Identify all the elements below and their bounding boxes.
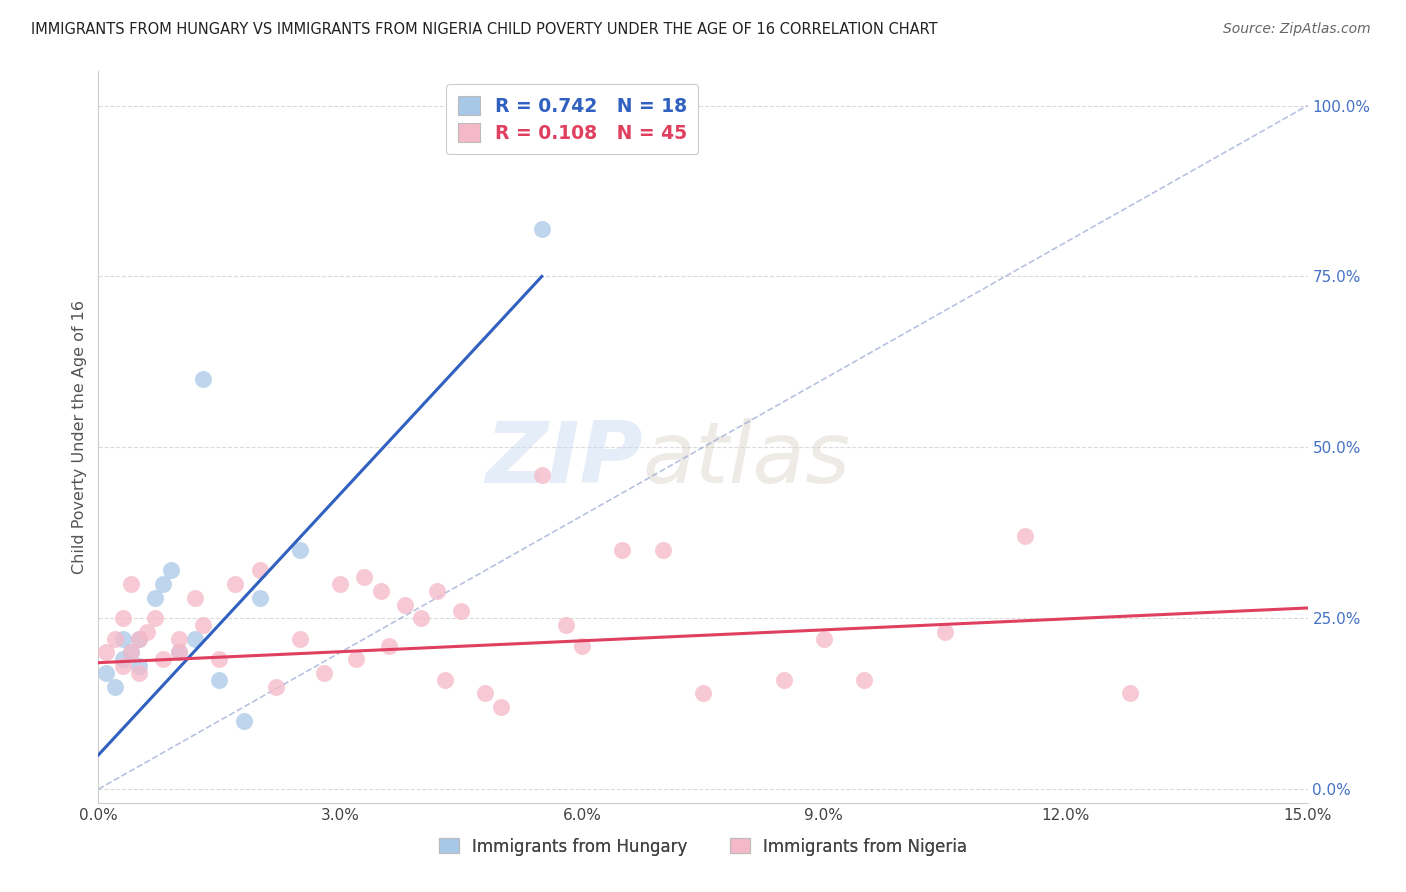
Point	[160, 563, 183, 577]
Point	[128, 632, 150, 646]
Point	[167, 645, 190, 659]
Point	[249, 563, 271, 577]
Point	[193, 618, 215, 632]
Point	[377, 639, 399, 653]
Point	[128, 665, 150, 680]
Point	[571, 639, 593, 653]
Text: ZIP: ZIP	[485, 417, 643, 500]
Point	[813, 632, 835, 646]
Point	[651, 542, 673, 557]
Point	[434, 673, 457, 687]
Point	[394, 598, 416, 612]
Point	[353, 570, 375, 584]
Point	[152, 577, 174, 591]
Point	[128, 632, 150, 646]
Point	[426, 583, 449, 598]
Point	[772, 673, 794, 687]
Point	[208, 652, 231, 666]
Point	[143, 611, 166, 625]
Point	[111, 659, 134, 673]
Point	[1119, 686, 1142, 700]
Point	[409, 611, 432, 625]
Point	[491, 700, 513, 714]
Point	[184, 632, 207, 646]
Point	[232, 714, 254, 728]
Point	[167, 645, 190, 659]
Point	[184, 591, 207, 605]
Point	[612, 542, 634, 557]
Point	[370, 583, 392, 598]
Point	[111, 652, 134, 666]
Y-axis label: Child Poverty Under the Age of 16: Child Poverty Under the Age of 16	[72, 300, 87, 574]
Point	[474, 686, 496, 700]
Point	[103, 680, 125, 694]
Point	[208, 673, 231, 687]
Legend: Immigrants from Hungary, Immigrants from Nigeria: Immigrants from Hungary, Immigrants from…	[430, 830, 976, 864]
Point	[111, 611, 134, 625]
Point	[934, 624, 956, 639]
Point	[167, 632, 190, 646]
Point	[128, 659, 150, 673]
Point	[264, 680, 287, 694]
Point	[120, 645, 142, 659]
Point	[344, 652, 367, 666]
Point	[249, 591, 271, 605]
Point	[530, 467, 553, 482]
Point	[288, 632, 311, 646]
Point	[1014, 529, 1036, 543]
Point	[143, 591, 166, 605]
Point	[96, 645, 118, 659]
Point	[288, 542, 311, 557]
Point	[555, 618, 578, 632]
Point	[314, 665, 336, 680]
Point	[111, 632, 134, 646]
Text: atlas: atlas	[643, 417, 851, 500]
Text: Source: ZipAtlas.com: Source: ZipAtlas.com	[1223, 22, 1371, 37]
Point	[96, 665, 118, 680]
Point	[450, 604, 472, 618]
Point	[120, 645, 142, 659]
Point	[692, 686, 714, 700]
Point	[152, 652, 174, 666]
Point	[193, 372, 215, 386]
Point	[329, 577, 352, 591]
Point	[120, 577, 142, 591]
Point	[530, 221, 553, 235]
Point	[853, 673, 876, 687]
Point	[224, 577, 246, 591]
Text: IMMIGRANTS FROM HUNGARY VS IMMIGRANTS FROM NIGERIA CHILD POVERTY UNDER THE AGE O: IMMIGRANTS FROM HUNGARY VS IMMIGRANTS FR…	[31, 22, 938, 37]
Point	[135, 624, 157, 639]
Point	[103, 632, 125, 646]
